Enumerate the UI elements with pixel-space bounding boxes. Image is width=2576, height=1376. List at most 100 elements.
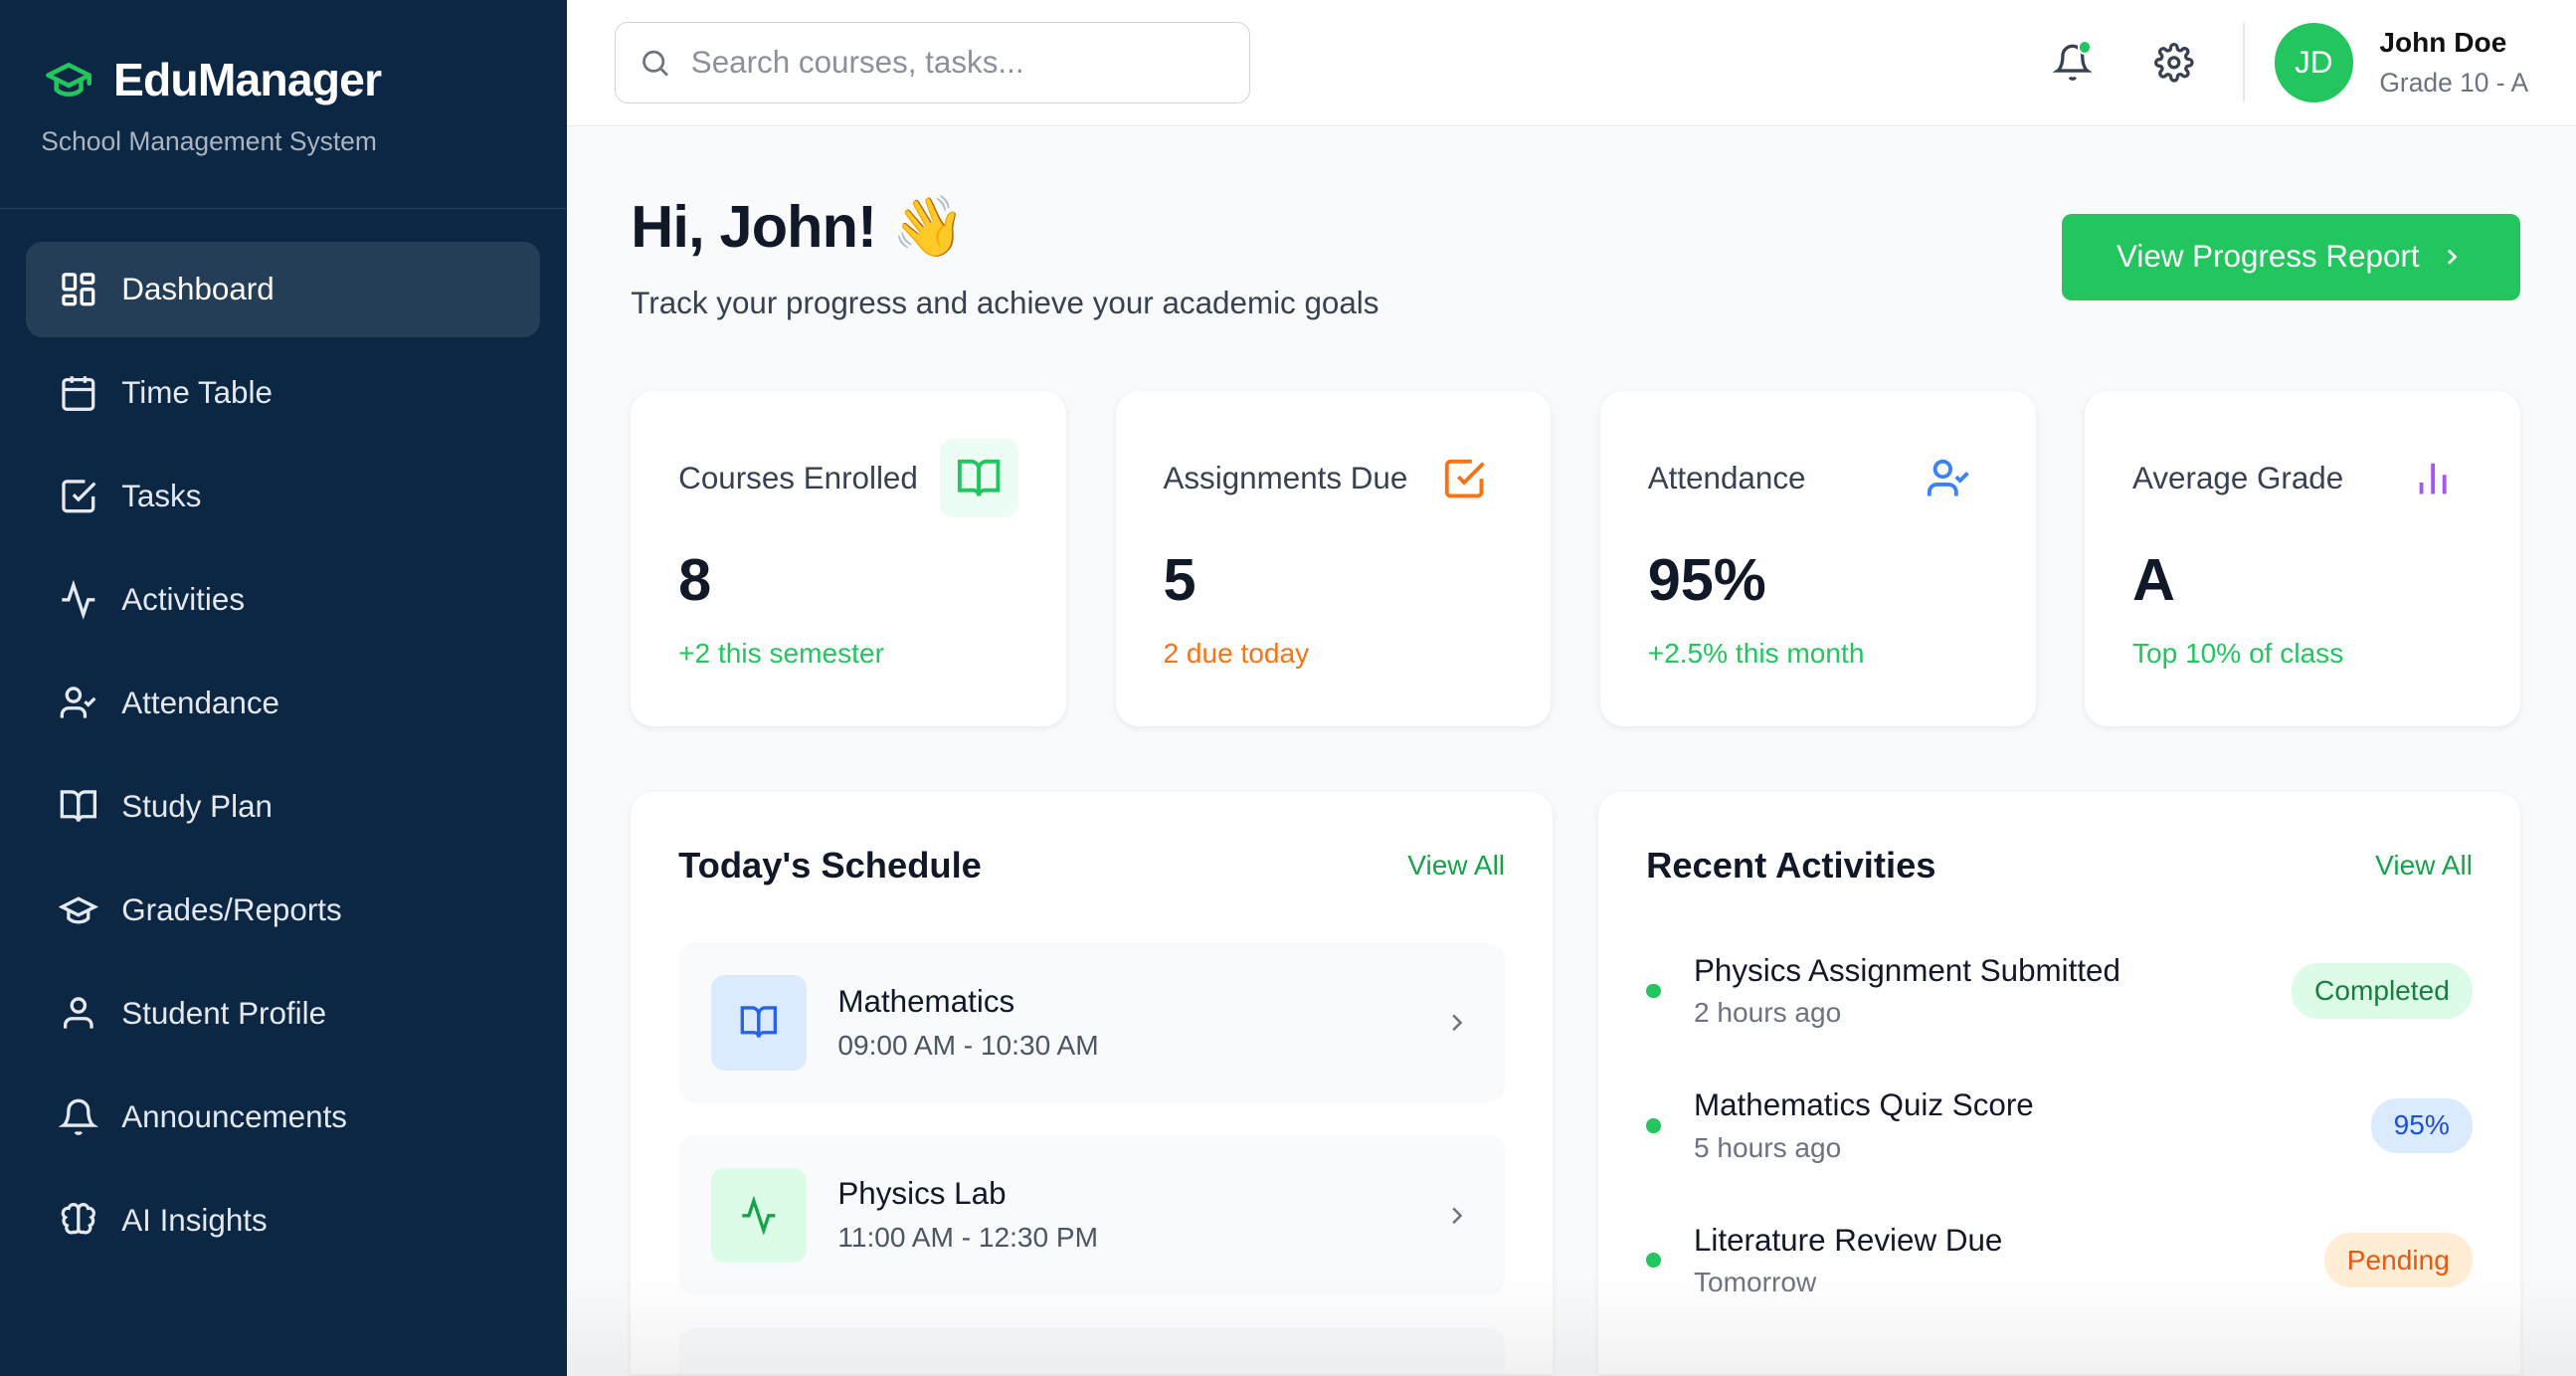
- view-progress-report-button[interactable]: View Progress Report: [2062, 213, 2520, 301]
- avatar[interactable]: JD: [2274, 23, 2353, 102]
- activity-icon: [711, 1167, 807, 1264]
- search-icon: [643, 50, 668, 77]
- page-subtitle: Track your progress and achieve your aca…: [631, 286, 1380, 321]
- brand: EduManager School Management System: [0, 0, 567, 209]
- status-dot: [1646, 1117, 1661, 1133]
- panel-title: Today's Schedule: [678, 844, 982, 885]
- checkbox-icon: [62, 480, 96, 513]
- activity-time: 5 hours ago: [1693, 1131, 1842, 1163]
- dashboard-icon: [62, 273, 95, 306]
- stat-card-assignments: Assignments Due 5 2 due today: [1115, 391, 1552, 727]
- schedule-item[interactable]: Mathematics 09:00 AM - 10:30 AM: [678, 943, 1506, 1103]
- sidebar-item-label: Grades/Reports: [121, 891, 342, 927]
- stat-note: +2.5% this month: [1647, 637, 1865, 669]
- user-icon: [64, 997, 94, 1029]
- gear-icon: [2154, 43, 2194, 83]
- user-info[interactable]: John Doe Grade 10 - A: [2379, 27, 2528, 98]
- search-box[interactable]: [614, 21, 1250, 104]
- chevron-right-icon: [1452, 1014, 1463, 1032]
- brain-icon: [62, 1203, 96, 1235]
- settings-button[interactable]: [2141, 30, 2207, 96]
- activity-title: Mathematics Quiz Score: [1693, 1087, 2034, 1123]
- panel-title: Recent Activities: [1646, 844, 1936, 885]
- stat-value: 5: [1163, 546, 1196, 614]
- checkbox-icon: [1424, 439, 1503, 517]
- stat-value: A: [2132, 546, 2175, 614]
- user-check-icon: [1909, 439, 1987, 517]
- main-content: JD John Doe Grade 10 - A Hi, John! 👋 Tra…: [566, 0, 2576, 1376]
- chevron-right-icon: [1452, 1207, 1463, 1224]
- book-open-icon: [711, 975, 807, 1072]
- activity-time: 2 hours ago: [1693, 997, 1842, 1029]
- book-open-icon: [61, 790, 97, 823]
- sidebar-item-label: Dashboard: [121, 271, 275, 306]
- bar-chart-icon: [2394, 439, 2473, 517]
- view-all-schedule-link[interactable]: View All: [1407, 850, 1506, 882]
- stat-card-courses: Courses Enrolled 8 +2 this semester: [631, 391, 1066, 727]
- sidebar-item-label: Attendance: [121, 685, 279, 720]
- status-badge: Completed: [2291, 963, 2473, 1019]
- sidebar-item-student-profile[interactable]: Student Profile: [26, 966, 540, 1062]
- activity-title: Literature Review Due: [1693, 1222, 2003, 1258]
- notifications-button[interactable]: [2040, 30, 2106, 96]
- app-subtitle: School Management System: [41, 125, 377, 156]
- course-time: 09:00 AM - 10:30 AM: [837, 1030, 1099, 1062]
- sidebar-item-time-table[interactable]: Time Table: [26, 345, 540, 441]
- sidebar-item-label: AI Insights: [121, 1203, 268, 1239]
- status-dot: [1646, 1253, 1661, 1269]
- stat-note: +2 this semester: [678, 637, 884, 669]
- button-label: View Progress Report: [2116, 239, 2420, 275]
- bell-icon: [59, 1098, 99, 1136]
- chevron-right-icon: [2448, 249, 2458, 266]
- view-all-activities-link[interactable]: View All: [2375, 850, 2473, 882]
- search-input[interactable]: [690, 45, 1226, 82]
- activity-item[interactable]: Mathematics Quiz Score 5 hours ago 95%: [1646, 1059, 2473, 1193]
- user-grade: Grade 10 - A: [2379, 67, 2529, 98]
- sidebar-item-announcements[interactable]: Announcements: [26, 1070, 540, 1165]
- calendar-icon: [62, 376, 95, 411]
- sidebar-item-dashboard[interactable]: Dashboard: [26, 241, 541, 337]
- page-title: Hi, John! 👋: [631, 193, 966, 261]
- course-name: Mathematics: [837, 984, 1015, 1020]
- sidebar-item-label: Time Table: [121, 374, 273, 410]
- status-badge: Pending: [2323, 1233, 2473, 1288]
- sidebar-item-ai-insights[interactable]: AI Insights: [26, 1173, 540, 1269]
- sidebar-item-attendance[interactable]: Attendance: [26, 656, 540, 751]
- sidebar-item-grades-reports[interactable]: Grades/Reports: [26, 863, 540, 958]
- stat-value: 8: [678, 546, 712, 614]
- activities-panel: Recent Activities View All Physics Assign…: [1598, 792, 2520, 1374]
- user-name: John Doe: [2379, 27, 2507, 59]
- sidebar-item-label: Activities: [121, 581, 246, 617]
- stat-card-average-grade: Average Grade A Top 10% of class: [2085, 391, 2520, 727]
- sidebar-item-study-plan[interactable]: Study Plan: [26, 759, 540, 855]
- stat-label: Average Grade: [2132, 460, 2344, 495]
- sidebar: EduManager School Management System Dash…: [0, 0, 567, 1376]
- activity-item[interactable]: Physics Assignment Submitted 2 hours ago C…: [1646, 923, 2473, 1058]
- stat-label: Courses Enrolled: [678, 460, 918, 495]
- sidebar-item-label: Announcements: [121, 1099, 347, 1135]
- divider: [2243, 23, 2245, 102]
- activity-icon: [62, 580, 95, 620]
- course-name: Physics Lab: [837, 1176, 1007, 1212]
- stat-value: 95%: [1647, 546, 1766, 614]
- sidebar-item-label: Student Profile: [121, 996, 327, 1032]
- stat-card-attendance: Attendance 95% +2.5% this month: [1599, 391, 2036, 727]
- stat-note: 2 due today: [1163, 637, 1310, 669]
- sidebar-item-tasks[interactable]: Tasks: [26, 449, 540, 544]
- graduation-cap-icon: [59, 896, 99, 924]
- activity-time: Tomorrow: [1693, 1266, 1817, 1297]
- schedule-item[interactable]: Physics Lab 11:00 AM - 12:30 PM: [678, 1135, 1506, 1295]
- book-open-icon: [939, 439, 1019, 518]
- schedule-item-partial[interactable]: [678, 1327, 1506, 1374]
- top-bar: JD John Doe Grade 10 - A: [566, 0, 2576, 127]
- bell-icon: [2052, 44, 2093, 82]
- stat-label: Assignments Due: [1163, 460, 1408, 495]
- user-check-icon: [61, 687, 96, 718]
- activity-item[interactable]: Literature Review Due Tomorrow Pending: [1646, 1193, 2473, 1327]
- stat-note: Top 10% of class: [2132, 637, 2344, 669]
- activity-title: Physics Assignment Submitted: [1693, 952, 2120, 988]
- stat-label: Attendance: [1647, 460, 1806, 495]
- app-title: EduManager: [112, 53, 382, 105]
- sidebar-item-activities[interactable]: Activities: [26, 552, 540, 648]
- score-badge: 95%: [2370, 1097, 2473, 1153]
